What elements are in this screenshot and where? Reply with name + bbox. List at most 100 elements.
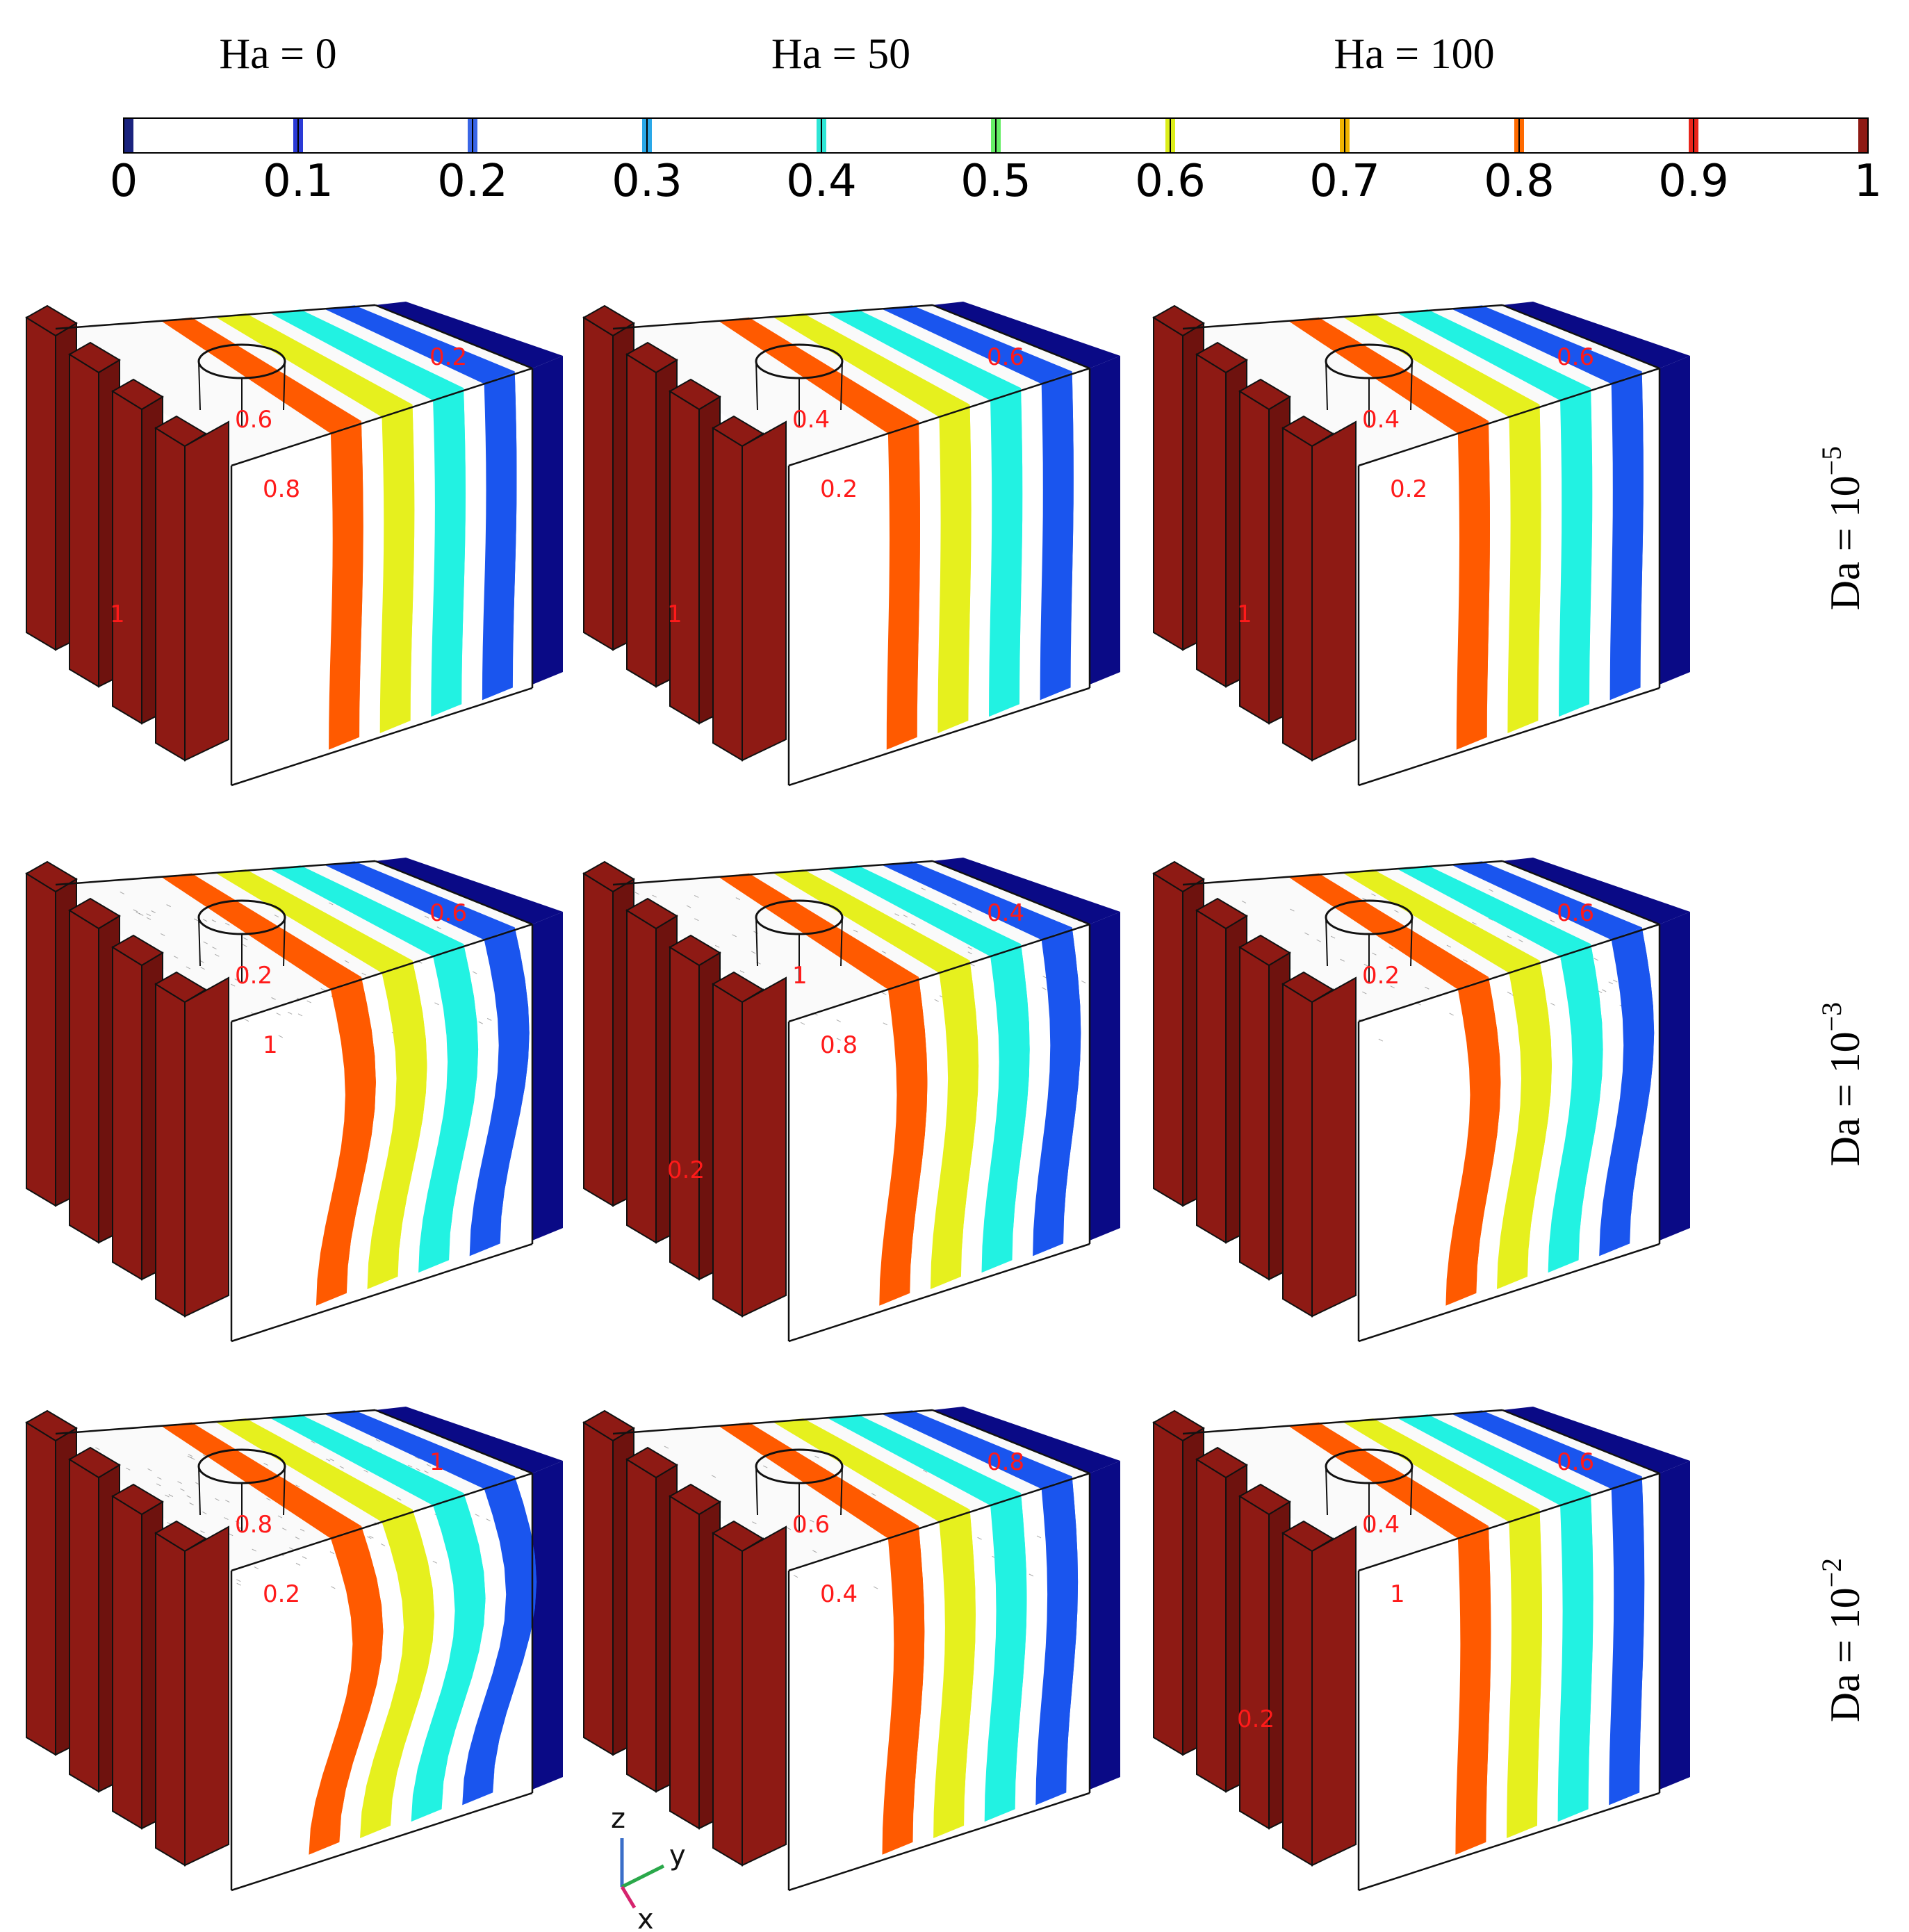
domain-box bbox=[612, 860, 1091, 1343]
isosurface-cyan bbox=[418, 944, 479, 1273]
y-axis-label: y bbox=[669, 1840, 686, 1872]
vector-mark bbox=[686, 905, 691, 908]
vector-mark bbox=[415, 1456, 420, 1459]
row-title-exponent: −2 bbox=[1816, 1558, 1847, 1588]
vector-mark bbox=[786, 1527, 792, 1530]
heater-fin-side bbox=[1282, 1532, 1313, 1867]
vector-mark bbox=[800, 1022, 805, 1025]
vector-mark bbox=[763, 1465, 768, 1468]
vector-mark bbox=[380, 1543, 386, 1546]
box-edge bbox=[1358, 367, 1660, 467]
row-title-base: Da = 10 bbox=[1822, 1587, 1868, 1722]
vector-mark bbox=[1362, 991, 1367, 994]
heater-block-front bbox=[1311, 1525, 1357, 1867]
heater-block-front bbox=[1311, 976, 1357, 1318]
vector-mark bbox=[1378, 1038, 1384, 1042]
vector-mark bbox=[1488, 917, 1493, 921]
vector-mark bbox=[922, 1470, 928, 1473]
vector-mark bbox=[252, 1548, 256, 1552]
heater-fin-side bbox=[583, 1421, 614, 1756]
isosurface-cyan bbox=[989, 388, 1023, 717]
vector-mark bbox=[1241, 901, 1247, 903]
vector-mark bbox=[235, 1521, 240, 1524]
vector-mark bbox=[1463, 959, 1468, 963]
vector-mark bbox=[236, 1582, 241, 1586]
heater-fin-side bbox=[69, 353, 99, 688]
colorbar: 0 0.1 0.2 0.3 0.4 0.5 0.6 0.7 0.8 0.9 1 bbox=[110, 117, 1882, 207]
vector-mark bbox=[329, 1458, 334, 1462]
isosurface-blue bbox=[482, 371, 517, 701]
colorbar-tick-label-3: 0.3 bbox=[612, 156, 682, 207]
heater-fins bbox=[1152, 1409, 1357, 1867]
vector-mark bbox=[424, 1470, 429, 1473]
vector-mark bbox=[297, 1013, 303, 1017]
heater-fin-top bbox=[1195, 1446, 1248, 1479]
vector-mark bbox=[151, 910, 156, 913]
cylinder-outline bbox=[1325, 899, 1414, 983]
isotherm-label: 0.4 bbox=[1362, 406, 1400, 434]
vector-mark bbox=[228, 1533, 233, 1537]
vector-mark bbox=[328, 902, 334, 906]
box-edge bbox=[1358, 1243, 1660, 1343]
vector-mark bbox=[472, 971, 477, 974]
vector-mark bbox=[434, 1002, 439, 1006]
isotherm-label: 1 bbox=[110, 600, 125, 628]
box-edge bbox=[231, 1472, 533, 1572]
isotherm-label: 0.4 bbox=[820, 1580, 858, 1608]
vector-mark bbox=[367, 1446, 372, 1450]
row-title-3: Da = 10−2 bbox=[1816, 1558, 1868, 1722]
isosurface-orange bbox=[329, 420, 363, 750]
box-edge bbox=[932, 1409, 1090, 1475]
isotherm-label: 0.6 bbox=[987, 343, 1024, 371]
domain-box bbox=[55, 304, 534, 787]
vector-mark bbox=[752, 1521, 757, 1525]
isosurface-yellow bbox=[1497, 960, 1552, 1289]
isosurface-blue bbox=[1609, 371, 1644, 701]
vector-mark bbox=[157, 1477, 162, 1480]
box-edge bbox=[788, 687, 1090, 787]
isosurface-yellow bbox=[379, 404, 415, 733]
box-edge bbox=[1502, 304, 1660, 370]
panel-r2c1: 0.6 0.2 1 bbox=[25, 858, 563, 1343]
vector-mark bbox=[344, 960, 350, 963]
panel-r3c2: 0.8 0.6 0.4 bbox=[582, 1407, 1120, 1892]
vector-mark bbox=[1593, 958, 1599, 961]
row-title-2: Da = 10−3 bbox=[1816, 1002, 1868, 1166]
vector-mark bbox=[136, 911, 141, 915]
heater-fin-side bbox=[1153, 316, 1183, 651]
isotherm-label: 0.4 bbox=[987, 899, 1024, 927]
box-edge bbox=[1358, 1792, 1660, 1892]
isotherm-label: 0.2 bbox=[667, 1156, 705, 1184]
heater-fin-top bbox=[625, 897, 678, 930]
vector-mark bbox=[331, 1586, 336, 1589]
cylinder-edge bbox=[198, 361, 201, 411]
heater-block-front bbox=[184, 420, 229, 762]
isosurface-cyan bbox=[431, 388, 466, 717]
vector-mark bbox=[375, 1439, 381, 1442]
vector-mark bbox=[202, 1511, 207, 1514]
vector-mark bbox=[311, 1441, 316, 1444]
vector-mark bbox=[177, 1481, 182, 1484]
heater-fins bbox=[1152, 304, 1357, 762]
vector-mark bbox=[215, 953, 220, 957]
vector-mark bbox=[397, 1498, 402, 1500]
isosurface-cyan bbox=[1559, 388, 1593, 717]
wall-isosurface bbox=[532, 912, 563, 1241]
vector-mark bbox=[236, 1526, 242, 1529]
heater-fin-side bbox=[155, 427, 186, 762]
box-edge bbox=[788, 367, 1090, 467]
vector-mark bbox=[166, 904, 171, 908]
vector-mark bbox=[276, 1013, 281, 1016]
vector-mark bbox=[793, 1575, 798, 1578]
vector-mark bbox=[224, 1517, 229, 1521]
vector-mark bbox=[1507, 992, 1512, 994]
vector-mark bbox=[295, 1562, 301, 1566]
row-title-exponent: −5 bbox=[1816, 446, 1847, 476]
cylinder-edge bbox=[1325, 1466, 1328, 1516]
vector-mark bbox=[1304, 932, 1309, 935]
vector-mark bbox=[133, 909, 138, 912]
row-title-exponent: −3 bbox=[1816, 1002, 1847, 1032]
column-title-1: Ha = 0 bbox=[219, 31, 336, 78]
colorbar-tick-label-1: 0.1 bbox=[263, 156, 334, 207]
isosurface-orange bbox=[879, 976, 928, 1306]
